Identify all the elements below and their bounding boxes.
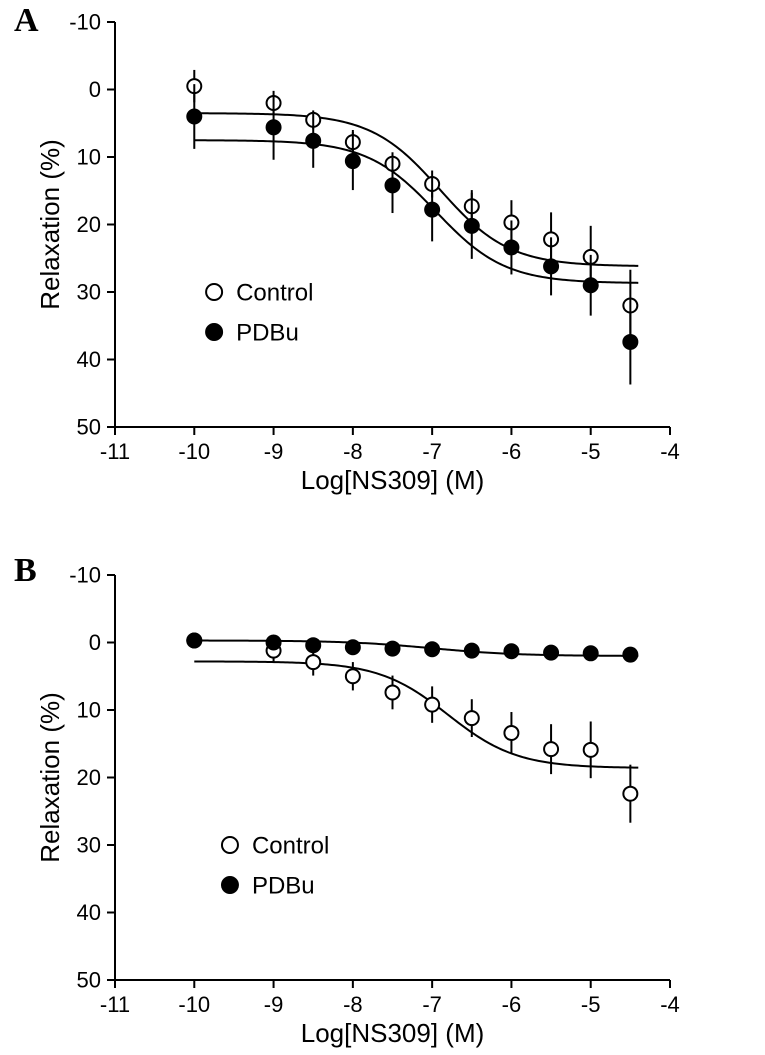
svg-text:10: 10 bbox=[77, 698, 101, 723]
svg-text:-6: -6 bbox=[502, 992, 522, 1017]
svg-text:-10: -10 bbox=[178, 992, 210, 1017]
svg-text:-7: -7 bbox=[422, 992, 442, 1017]
figure-page: A B -11 -10 -9 -8 -7 -6 -5 -4 -10 0 10 20 30 40 50 Log[… bbox=[0, 0, 765, 1055]
panel-label-a: A bbox=[14, 2, 39, 40]
svg-text:-9: -9 bbox=[264, 992, 284, 1017]
svg-text:40: 40 bbox=[77, 347, 101, 372]
svg-text:-7: -7 bbox=[422, 439, 442, 464]
svg-text:-6: -6 bbox=[502, 439, 522, 464]
svg-text:-5: -5 bbox=[581, 992, 601, 1017]
svg-text:Log[NS309] (M): Log[NS309] (M) bbox=[301, 1018, 485, 1048]
svg-text:0: 0 bbox=[89, 630, 101, 655]
svg-text:50: 50 bbox=[77, 415, 101, 440]
panel-a-chart: -11 -10 -9 -8 -7 -6 -5 -4 -10 0 10 20 30 40 50 Log[NS30… bbox=[37, 12, 680, 499]
svg-text:Log[NS309] (M): Log[NS309] (M) bbox=[301, 465, 485, 495]
svg-text:Control: Control bbox=[252, 832, 329, 859]
svg-text:Relaxation (%): Relaxation (%) bbox=[37, 692, 65, 863]
svg-text:20: 20 bbox=[77, 212, 101, 237]
svg-text:Control: Control bbox=[236, 279, 313, 306]
svg-text:-11: -11 bbox=[100, 992, 130, 1017]
svg-text:30: 30 bbox=[77, 833, 101, 858]
svg-text:-8: -8 bbox=[343, 439, 363, 464]
svg-text:-9: -9 bbox=[264, 439, 284, 464]
svg-text:0: 0 bbox=[89, 77, 101, 102]
svg-text:Relaxation (%): Relaxation (%) bbox=[37, 139, 65, 310]
svg-text:-5: -5 bbox=[581, 439, 601, 464]
svg-text:-11: -11 bbox=[100, 439, 130, 464]
svg-text:30: 30 bbox=[77, 280, 101, 305]
svg-text:-10: -10 bbox=[69, 12, 101, 35]
svg-text:PDBu: PDBu bbox=[236, 319, 299, 346]
svg-text:-4: -4 bbox=[660, 439, 680, 464]
svg-text:50: 50 bbox=[77, 968, 101, 993]
svg-text:-4: -4 bbox=[660, 992, 680, 1017]
svg-text:PDBu: PDBu bbox=[252, 872, 315, 899]
panel-label-b: B bbox=[14, 552, 37, 590]
svg-text:-10: -10 bbox=[69, 565, 101, 588]
svg-text:20: 20 bbox=[77, 765, 101, 790]
svg-text:-8: -8 bbox=[343, 992, 363, 1017]
svg-text:10: 10 bbox=[77, 145, 101, 170]
svg-text:-10: -10 bbox=[178, 439, 210, 464]
svg-text:40: 40 bbox=[77, 900, 101, 925]
panel-b-chart: -11 -10 -9 -8 -7 -6 -5 -4 -10 0 10 20 30 40 50 Log[NS30… bbox=[37, 565, 680, 1052]
